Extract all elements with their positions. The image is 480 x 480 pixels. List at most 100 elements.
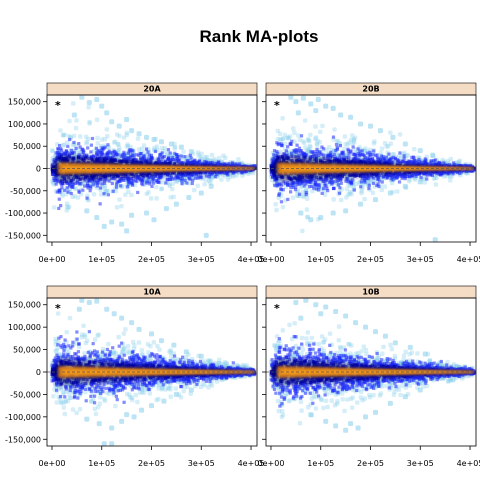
data-point [320, 123, 325, 129]
data-point [370, 190, 376, 195]
outlier-point [343, 208, 349, 214]
data-point [275, 141, 279, 145]
data-point [318, 129, 323, 134]
y-tick-label: 100,000 [8, 120, 41, 129]
data-point [61, 151, 65, 155]
data-point [197, 159, 201, 163]
data-point [135, 176, 140, 181]
data-point [111, 189, 115, 193]
data-point [322, 177, 326, 182]
data-point [327, 144, 332, 150]
outlier-point [168, 141, 174, 147]
data-point [126, 176, 131, 180]
data-point [314, 187, 319, 191]
data-point [397, 132, 403, 137]
data-point [320, 191, 324, 195]
data-point [279, 200, 284, 204]
data-point [52, 157, 56, 162]
y-tick-label: -100,000 [5, 209, 41, 218]
data-point [345, 142, 350, 147]
data-point [277, 192, 281, 196]
data-point [105, 189, 110, 194]
data-point [276, 151, 280, 155]
data-point [285, 135, 290, 140]
data-point [365, 151, 370, 155]
data-point [120, 154, 124, 158]
data-point [197, 154, 203, 160]
data-point [234, 170, 238, 174]
y-tick-label: -150,000 [5, 231, 41, 240]
data-point [407, 177, 412, 182]
data-point [322, 192, 328, 197]
data-point [112, 139, 118, 144]
data-point [350, 141, 355, 146]
data-point [433, 182, 439, 187]
data-point [270, 165, 274, 170]
outlier-point [86, 100, 92, 106]
data-point [348, 189, 353, 195]
outlier-point [308, 101, 314, 107]
data-point [310, 188, 315, 194]
data-point [384, 158, 388, 163]
data-point [118, 176, 122, 180]
outlier-point [109, 219, 115, 225]
data-point [59, 204, 63, 208]
data-point [185, 160, 190, 164]
data-point [171, 177, 175, 181]
data-point [275, 181, 279, 185]
x-tick-label: 2e+05 [138, 255, 165, 264]
data-point [288, 190, 293, 194]
data-point [271, 160, 275, 164]
data-point [226, 170, 230, 174]
data-point [95, 178, 99, 183]
data-point [149, 157, 153, 161]
data-point [422, 180, 427, 185]
data-point [152, 145, 157, 151]
data-point [202, 182, 207, 187]
data-point [50, 170, 55, 174]
data-point [338, 153, 342, 157]
data-point [88, 189, 92, 193]
data-point [125, 143, 131, 149]
data-point [74, 118, 79, 123]
data-point [376, 177, 380, 181]
outlier-point [318, 215, 324, 220]
data-point [301, 179, 305, 184]
data-point [105, 134, 110, 139]
data-point [195, 173, 199, 177]
outlier-point [372, 197, 378, 203]
data-point [314, 142, 320, 148]
data-point [71, 182, 75, 186]
data-point [180, 179, 184, 183]
data-point [81, 151, 85, 155]
data-point [395, 189, 400, 194]
data-point [131, 153, 135, 157]
data-point [63, 188, 67, 193]
outlier-point [151, 217, 157, 223]
data-point [139, 151, 143, 156]
data-point [375, 183, 379, 188]
data-point [384, 155, 388, 159]
outlier-point [298, 210, 304, 216]
data-point [137, 177, 141, 181]
data-point [275, 136, 281, 142]
data-point [244, 164, 248, 168]
outlier-point [402, 183, 408, 189]
data-point [253, 164, 257, 168]
outlier-point [163, 206, 169, 212]
data-point [73, 186, 78, 192]
data-point [61, 143, 66, 148]
data-point [171, 194, 176, 200]
data-point [168, 151, 172, 155]
data-point [106, 152, 110, 156]
data-point [131, 183, 135, 187]
data-point [448, 156, 453, 162]
data-point [85, 181, 90, 185]
data-point [185, 181, 189, 185]
data-point [387, 152, 391, 156]
data-point [273, 202, 278, 207]
outlier-point [151, 137, 157, 143]
outlier-point [109, 119, 115, 125]
